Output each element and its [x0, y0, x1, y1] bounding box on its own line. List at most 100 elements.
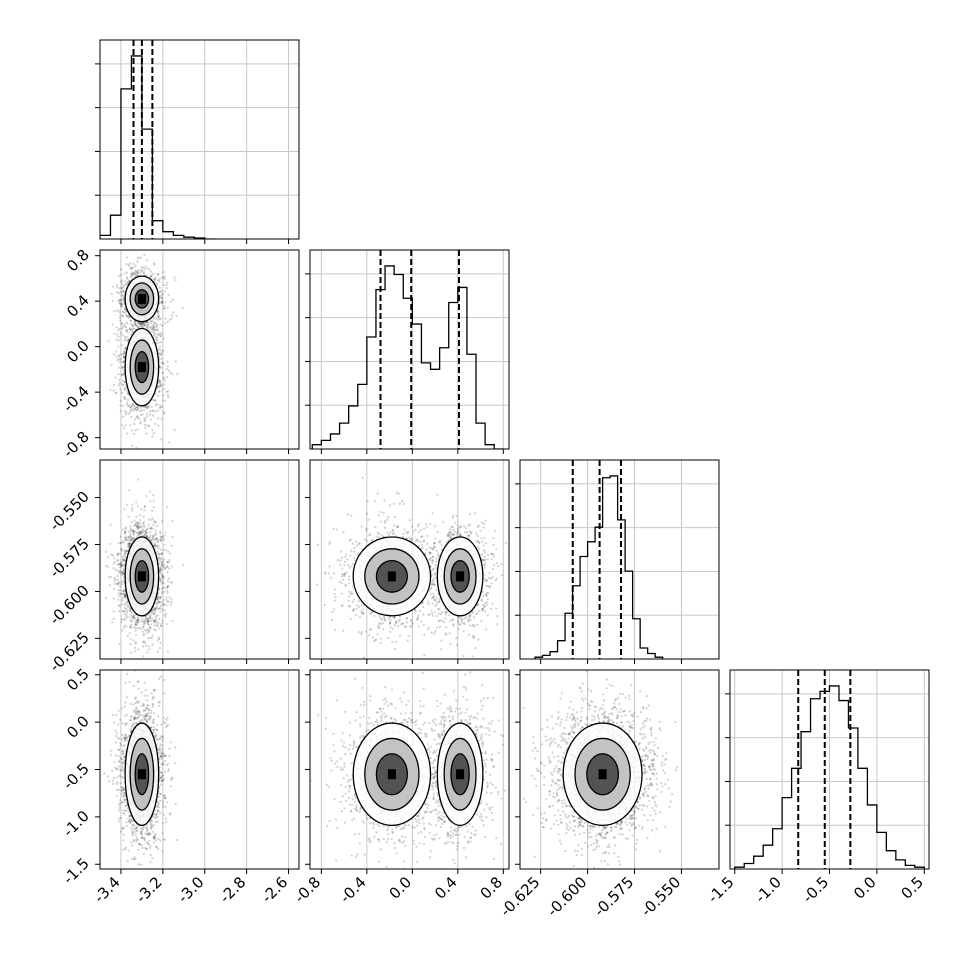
scatter-point	[144, 531, 147, 534]
scatter-point	[444, 617, 447, 620]
scatter-point	[160, 562, 164, 565]
scatter-point	[123, 559, 126, 562]
scatter-point	[409, 619, 413, 623]
scatter-point	[132, 529, 135, 532]
scatter-point	[118, 552, 122, 555]
scatter-point	[349, 592, 352, 596]
scatter-point	[158, 380, 162, 383]
scatter-point	[131, 272, 134, 275]
scatter-point	[159, 334, 162, 337]
scatter-point	[152, 499, 155, 502]
scatter-point	[137, 648, 140, 651]
scatter-point	[117, 598, 120, 601]
scatter-point	[162, 602, 165, 606]
scatter-point	[133, 626, 136, 629]
scatter-point	[125, 600, 129, 603]
scatter-point	[394, 620, 398, 623]
scatter-point	[133, 423, 136, 426]
scatter-point	[161, 371, 165, 374]
contours	[124, 275, 160, 407]
scatter-point	[130, 623, 133, 626]
scatter-point	[134, 617, 137, 620]
scatter-point	[414, 610, 417, 614]
scatter-point	[156, 537, 159, 540]
scatter-point	[151, 409, 154, 413]
scatter-point	[152, 523, 155, 527]
scatter-point	[112, 383, 116, 387]
scatter-point	[145, 531, 149, 534]
scatter-point	[144, 531, 148, 534]
scatter-point	[155, 607, 158, 610]
scatter-point	[154, 538, 157, 541]
scatter-point	[477, 603, 480, 606]
scatter-point	[133, 407, 136, 410]
scatter-point	[134, 523, 137, 526]
scatter-point	[439, 541, 442, 544]
scatter-point	[145, 495, 148, 498]
scatter-point	[148, 537, 151, 540]
scatter-point	[124, 424, 127, 427]
scatter-point	[129, 409, 133, 412]
scatter-point	[136, 325, 139, 328]
scatter-point	[159, 559, 162, 562]
scatter-point	[121, 571, 124, 574]
scatter-point	[155, 317, 158, 320]
scatter-point	[115, 333, 119, 336]
scatter-point	[140, 507, 143, 511]
scatter-point	[129, 619, 132, 623]
scatter-point	[154, 608, 157, 612]
scatter-point	[136, 618, 139, 622]
scatter-point	[109, 542, 112, 545]
scatter-point	[135, 416, 138, 419]
scatter-point	[149, 534, 152, 538]
scatter-point	[156, 318, 159, 321]
scatter-point	[357, 552, 360, 555]
scatter-point	[128, 539, 131, 542]
scatter-point	[136, 521, 140, 524]
scatter-point	[117, 298, 121, 301]
scatter-point	[158, 380, 161, 383]
scatter-point	[158, 301, 161, 304]
scatter-point	[181, 563, 185, 566]
scatter-point	[129, 262, 132, 265]
scatter-point	[111, 621, 114, 624]
scatter-point	[124, 325, 127, 328]
scatter-point	[154, 276, 157, 279]
scatter-point	[134, 323, 137, 327]
scatter-point	[122, 580, 126, 584]
scatter-point	[169, 603, 172, 606]
scatter-point	[124, 618, 127, 621]
scatter-point	[158, 390, 161, 393]
scatter-point	[161, 608, 164, 611]
scatter-point	[433, 632, 436, 635]
scatter-point	[157, 315, 160, 318]
scatter-point	[155, 620, 158, 623]
scatter-point	[131, 503, 134, 506]
scatter-point	[166, 585, 170, 588]
scatter-point	[119, 571, 122, 574]
scatter-point	[145, 259, 148, 262]
scatter-point	[131, 507, 134, 510]
scatter-point	[152, 317, 155, 320]
scatter-point	[136, 272, 140, 275]
scatter-point	[166, 600, 169, 603]
scatter-point	[129, 607, 132, 610]
scatter-point	[376, 492, 379, 495]
scatter-point	[157, 384, 161, 388]
scatter-point	[134, 271, 137, 274]
scatter-point	[146, 637, 150, 640]
scatter-point	[136, 525, 139, 528]
scatter-point	[153, 538, 156, 541]
scatter-point	[166, 365, 170, 368]
scatter-point	[111, 299, 114, 303]
scatter-point	[129, 328, 132, 331]
scatter-point	[163, 558, 166, 561]
scatter-point	[117, 583, 120, 586]
scatter-point	[118, 287, 121, 290]
scatter-point	[138, 519, 142, 522]
scatter-point	[163, 399, 167, 402]
scatter-point	[116, 578, 120, 582]
scatter-point	[140, 324, 143, 327]
scatter-point	[166, 560, 169, 564]
